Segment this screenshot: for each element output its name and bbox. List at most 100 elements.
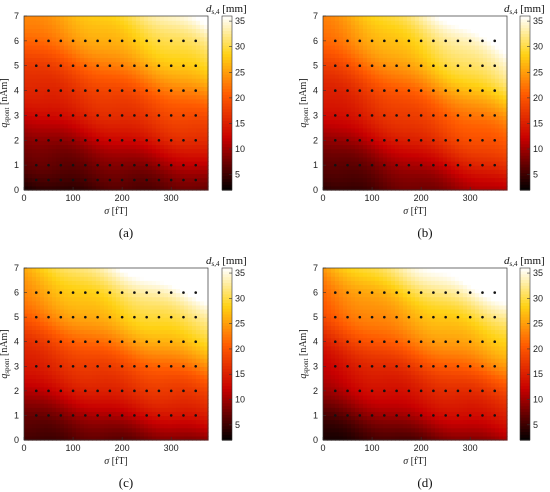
heatmap-cell: [451, 156, 456, 162]
heatmap-cell: [176, 169, 181, 175]
heatmap-cell: [24, 280, 29, 285]
sample-point: [34, 178, 38, 182]
heatmap-cell: [108, 40, 113, 46]
heatmap-cell: [483, 144, 488, 150]
heatmap-cell: [475, 173, 480, 179]
heatmap-cell: [411, 90, 416, 96]
heatmap-cell: [168, 169, 173, 175]
heatmap-cell: [455, 40, 460, 46]
heatmap-cell: [64, 399, 69, 404]
heatmap-cell: [92, 419, 97, 425]
heatmap-cell: [80, 136, 85, 141]
heatmap-cell: [32, 57, 37, 63]
heatmap-cell: [459, 169, 464, 175]
heatmap-cell: [128, 148, 133, 154]
heatmap-cell: [108, 115, 113, 121]
heatmap-cell: [88, 284, 93, 290]
heatmap-cell: [383, 45, 388, 50]
heatmap-cell: [124, 98, 129, 104]
colorbar-segment: [222, 161, 232, 165]
sample-point: [493, 138, 497, 142]
heatmap-cell: [439, 82, 444, 88]
heatmap-cell: [204, 173, 209, 179]
heatmap-cell: [48, 169, 53, 175]
heatmap-cell: [28, 32, 33, 38]
heatmap-cell: [443, 32, 448, 38]
heatmap-cell: [339, 40, 344, 46]
heatmap-cell: [120, 16, 125, 21]
heatmap-cell: [28, 403, 33, 408]
heatmap-cell: [148, 177, 153, 183]
heatmap-cell: [475, 36, 480, 42]
heatmap-cell: [76, 370, 81, 376]
heatmap-cell: [44, 358, 49, 363]
heatmap-cell: [156, 144, 161, 150]
heatmap-cell: [459, 74, 464, 79]
heatmap-cell: [100, 90, 105, 96]
heatmap-cell: [40, 152, 45, 158]
heatmap-cell: [483, 57, 488, 63]
heatmap-cell: [120, 107, 125, 112]
heatmap-cell: [80, 165, 85, 170]
heatmap-cell: [128, 144, 133, 150]
heatmap-cell: [96, 136, 101, 141]
heatmap-cell: [375, 53, 380, 59]
heatmap-cell: [399, 16, 404, 21]
heatmap-cell: [192, 127, 197, 133]
heatmap-cell: [136, 156, 141, 162]
heatmap-cell: [204, 82, 209, 88]
heatmap-cell: [88, 111, 93, 117]
heatmap-cell: [76, 337, 81, 343]
heatmap-cell: [204, 20, 209, 25]
heatmap-cell: [64, 169, 69, 175]
heatmap-cell: [152, 115, 157, 121]
heatmap-cell: [148, 181, 153, 187]
heatmap-cell: [48, 407, 53, 412]
heatmap-cell: [160, 61, 165, 67]
heatmap-cell: [495, 61, 500, 67]
sample-point: [468, 89, 472, 92]
heatmap-cell: [164, 152, 169, 158]
heatmap-cell: [72, 78, 77, 83]
sample-point: [59, 89, 63, 92]
colorbar-segment: [222, 21, 232, 26]
heatmap-cell: [379, 40, 384, 46]
heatmap-cell: [56, 407, 61, 412]
heatmap-cell: [200, 69, 205, 75]
heatmap-cell: [447, 61, 452, 67]
heatmap-cell: [475, 169, 480, 175]
sample-point: [71, 89, 75, 92]
heatmap-cell: [499, 74, 504, 79]
heatmap-cell: [88, 390, 93, 396]
heatmap-cell: [172, 90, 177, 96]
heatmap-cell: [379, 127, 384, 133]
heatmap-cell: [399, 90, 404, 96]
heatmap-cell: [355, 185, 360, 191]
heatmap-cell: [148, 57, 153, 63]
heatmap-cell: [80, 435, 85, 441]
heatmap-cell: [391, 24, 396, 30]
sample-point: [407, 64, 411, 68]
heatmap-cell: [48, 390, 53, 396]
heatmap-cell: [355, 20, 360, 25]
heatmap-cell: [435, 94, 440, 100]
heatmap-cell: [383, 136, 388, 141]
heatmap-cell: [431, 36, 436, 42]
heatmap-cell: [52, 407, 57, 412]
heatmap-cell: [92, 362, 97, 367]
heatmap-cell: [188, 90, 193, 96]
sample-point: [468, 163, 472, 167]
heatmap-cell: [351, 36, 356, 42]
heatmap-cell: [447, 148, 452, 154]
heatmap-cell: [168, 57, 173, 63]
heatmap-cell: [60, 349, 65, 355]
heatmap-cell: [28, 308, 33, 314]
heatmap-cell: [339, 16, 344, 21]
heatmap-cell: [176, 82, 181, 88]
heatmap-cell: [196, 40, 201, 46]
heatmap-cell: [80, 427, 85, 433]
heatmap-cell: [439, 40, 444, 46]
heatmap-cell: [483, 136, 488, 141]
heatmap-cell: [491, 136, 496, 141]
heatmap-cell: [100, 78, 105, 83]
